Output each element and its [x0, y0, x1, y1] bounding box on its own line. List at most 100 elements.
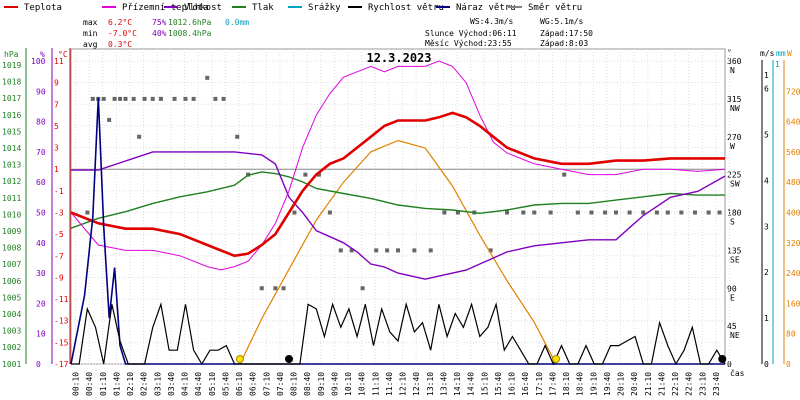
x-tick: 15:40 [494, 372, 503, 396]
dir-tick: 315 [727, 95, 742, 104]
stat-min-press: 1008.4hPa [168, 29, 212, 38]
dir-point [303, 172, 308, 177]
legend-label-5: Rychlost větru [368, 3, 444, 13]
ms-axis-label: m/s [760, 49, 775, 58]
dir-point [521, 210, 526, 215]
dir-tick: 360 [727, 57, 742, 66]
stat-max-hum: 75% [152, 18, 167, 27]
dir-point [137, 134, 142, 139]
legend-swatch-2 [164, 6, 178, 8]
x-tick: 11:40 [385, 372, 394, 396]
pct-tick: 10 [36, 330, 46, 339]
x-tick: 03:10 [153, 372, 162, 396]
moonset-info: Západ:8:03 [540, 39, 588, 48]
dir-name: S [730, 218, 735, 227]
dir-name: SE [730, 255, 740, 264]
x-tick: 20:10 [617, 372, 626, 396]
dir-point [614, 210, 618, 215]
ms-tick: 3 [764, 222, 769, 231]
pct-axis-label: % [40, 50, 45, 59]
x-tick: 02:40 [140, 372, 149, 396]
dir-name: SW [730, 180, 740, 189]
c-tick: -11 [54, 295, 69, 304]
x-tick: 22:10 [671, 372, 680, 396]
c-tick: 9 [54, 79, 59, 88]
dir-point [90, 96, 95, 101]
dir-name: N [730, 66, 735, 75]
dir-point [589, 210, 594, 215]
c-axis-label: °C [58, 50, 68, 59]
legend-swatch-1 [102, 6, 116, 8]
x-tick: 00:40 [85, 372, 94, 396]
mm-tick: 1 [775, 60, 780, 69]
hpa-tick: 1005 [2, 293, 21, 302]
dir-point [150, 96, 155, 101]
sun-marker [235, 355, 244, 363]
x-tick: 09:40 [330, 372, 339, 396]
x-tick: 20:40 [630, 372, 639, 396]
hpa-tick: 1016 [2, 111, 21, 120]
ms-tick: 2 [764, 268, 769, 277]
x-tick: 04:40 [194, 372, 203, 396]
dir-tick: 45 [727, 322, 737, 331]
w-tick: 320 [786, 239, 800, 248]
dir-point [259, 286, 264, 291]
hpa-tick: 1004 [2, 310, 21, 319]
axes: hPa% °C1019101810171016101510141013101210… [2, 48, 800, 396]
x-tick: 23:40 [712, 372, 721, 396]
dir-tick: 180 [727, 209, 742, 218]
dir-name: E [730, 293, 735, 302]
c-tick: -9 [54, 273, 64, 282]
pct-tick: 40 [36, 239, 46, 248]
pct-tick: 0 [36, 360, 41, 369]
x-tick: 14:40 [467, 372, 476, 396]
dir-point [221, 96, 226, 101]
dir-point [385, 248, 390, 253]
plot-frame [70, 48, 726, 365]
x-tick: 03:40 [167, 372, 176, 396]
x-tick: 19:10 [589, 372, 598, 396]
hpa-tick: 1001 [2, 360, 21, 369]
x-tick: 01:10 [99, 372, 108, 396]
w-tick: 240 [786, 269, 800, 278]
legend-label-7: Směr větru [528, 3, 582, 13]
x-tick: 10:40 [358, 372, 367, 396]
series-wind [71, 301, 726, 366]
pct-tick: 20 [36, 299, 46, 308]
dir-point [627, 210, 632, 215]
hpa-tick: 1017 [2, 94, 21, 103]
dir-point [548, 210, 553, 215]
sunset-info: Západ:17:50 [540, 29, 593, 38]
stat-max-temp: 6.2°C [108, 18, 132, 27]
dir-point [158, 96, 163, 101]
c-tick: 5 [54, 122, 59, 131]
series-temperature [70, 111, 725, 258]
dir-point [679, 210, 684, 215]
x-tick: 07:40 [276, 372, 285, 396]
x-axis-label: čas [730, 368, 745, 378]
dir-point [338, 248, 343, 253]
grid [71, 49, 731, 365]
legend-swatch-4 [288, 6, 302, 8]
dir-point [123, 96, 128, 101]
c-tick: -13 [54, 317, 69, 326]
dir-point [205, 75, 210, 80]
hpa-tick: 1018 [2, 78, 21, 87]
dir-point [442, 210, 447, 215]
dir-point [665, 210, 670, 215]
ms-tick: 6 [764, 85, 769, 94]
dir-point [281, 286, 286, 291]
legend-swatch-0 [4, 6, 18, 8]
c-tick: -3 [54, 209, 64, 218]
hpa-axis-label: hPa [4, 50, 19, 59]
dir-point [706, 210, 711, 215]
legend-swatch-5 [348, 6, 362, 8]
stat-min-temp: -7.0°C [108, 29, 137, 38]
c-tick: -5 [54, 230, 64, 239]
wind-speed-info: WS:4.3m/s [470, 17, 514, 26]
legend-label-2: Vlhkost [184, 3, 222, 13]
series-solar [239, 139, 557, 365]
dir-tick: 0 [727, 360, 732, 369]
legend-label-6: Náraz větru [456, 3, 516, 13]
